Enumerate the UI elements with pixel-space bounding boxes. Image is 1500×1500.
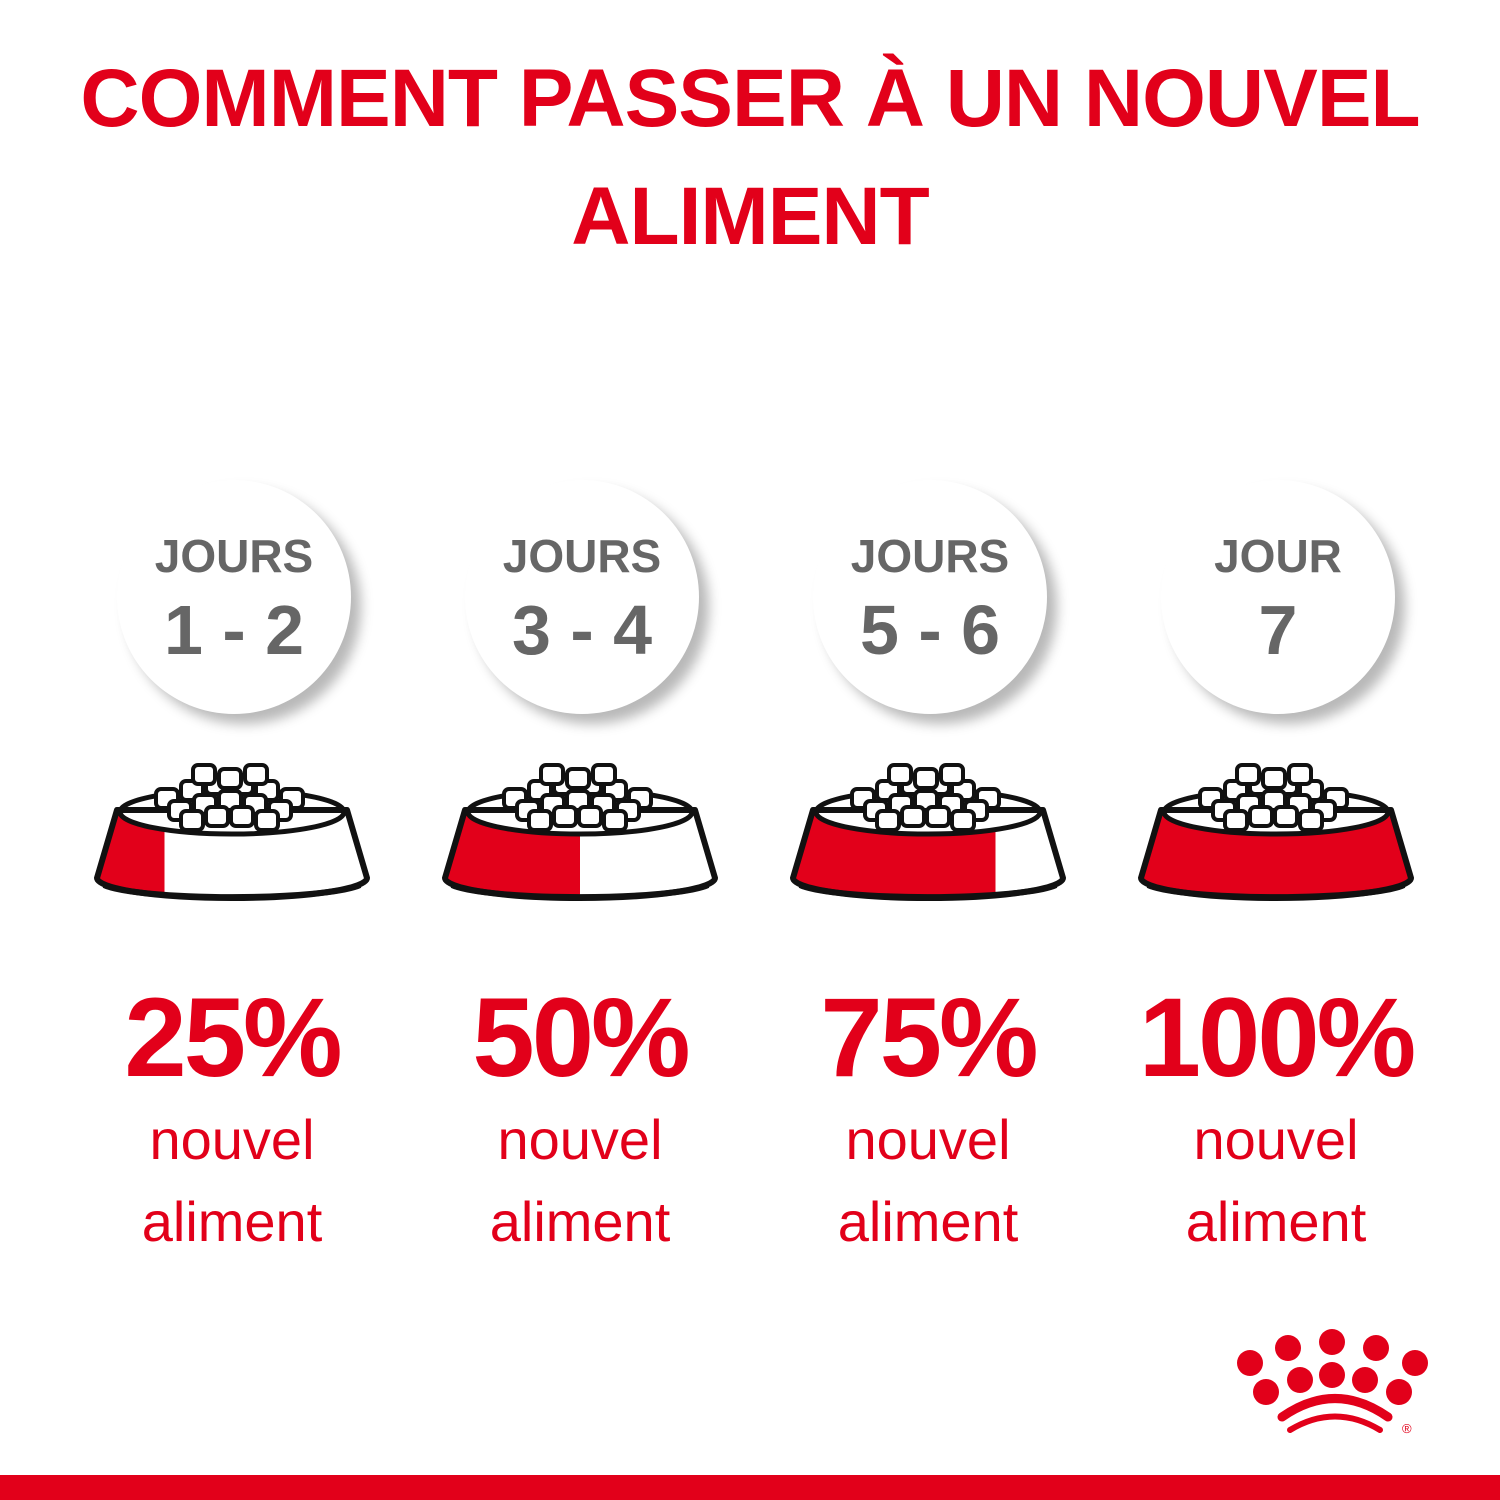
- day-circle: JOURS 3 - 4: [465, 480, 699, 714]
- day-circle: JOUR 7: [1161, 480, 1395, 714]
- day-range: 5 - 6: [859, 591, 1001, 669]
- step-1: JOURS 1 - 2 25% nouvel aliment: [62, 0, 402, 1300]
- caption-line-2: aliment: [489, 1190, 671, 1253]
- step-4: JOUR 7 100% nouvel aliment: [1106, 0, 1446, 1300]
- food-bowl-icon: [790, 763, 1066, 901]
- day-label: JOUR: [1214, 530, 1342, 582]
- step-2: JOURS 3 - 4 50% nouvel aliment: [410, 0, 750, 1300]
- kibble-pile: [502, 763, 653, 832]
- caption-line-1: nouvel: [497, 1108, 663, 1171]
- bottom-bar: [0, 1475, 1500, 1500]
- page-title-line-2: ALIMENT: [571, 171, 929, 262]
- percent-value: 100%: [1138, 975, 1416, 1100]
- day-range: 7: [1258, 591, 1298, 669]
- caption-line-2: aliment: [141, 1190, 323, 1253]
- caption-line-1: nouvel: [149, 1108, 315, 1171]
- kibble-pile: [154, 763, 305, 832]
- percent-value: 25%: [124, 975, 342, 1100]
- food-bowl-icon: [94, 763, 370, 901]
- food-bowl-icon: [1138, 763, 1414, 901]
- day-circle: JOURS 1 - 2: [117, 480, 351, 714]
- page-title-line-1: COMMENT PASSER À UN NOUVEL: [80, 53, 1420, 144]
- caption-line-1: nouvel: [845, 1108, 1011, 1171]
- day-range: 1 - 2: [163, 591, 305, 669]
- day-label: JOURS: [154, 530, 314, 582]
- registered-mark: ®: [1402, 1421, 1412, 1436]
- percent-value: 75%: [820, 975, 1038, 1100]
- day-range: 3 - 4: [511, 591, 653, 669]
- day-label: JOURS: [850, 530, 1010, 582]
- caption-line-2: aliment: [837, 1190, 1019, 1253]
- day-label: JOURS: [502, 530, 662, 582]
- caption-line-1: nouvel: [1193, 1108, 1359, 1171]
- day-circle: JOURS 5 - 6: [813, 480, 1047, 714]
- kibble-pile: [850, 763, 1001, 832]
- percent-value: 50%: [472, 975, 690, 1100]
- food-bowl-icon: [442, 763, 718, 901]
- royal-canin-crown-icon: ®: [1237, 1329, 1428, 1436]
- caption-line-2: aliment: [1185, 1190, 1367, 1253]
- step-3: JOURS 5 - 6 75% nouvel aliment: [758, 0, 1098, 1300]
- kibble-pile: [1198, 763, 1349, 832]
